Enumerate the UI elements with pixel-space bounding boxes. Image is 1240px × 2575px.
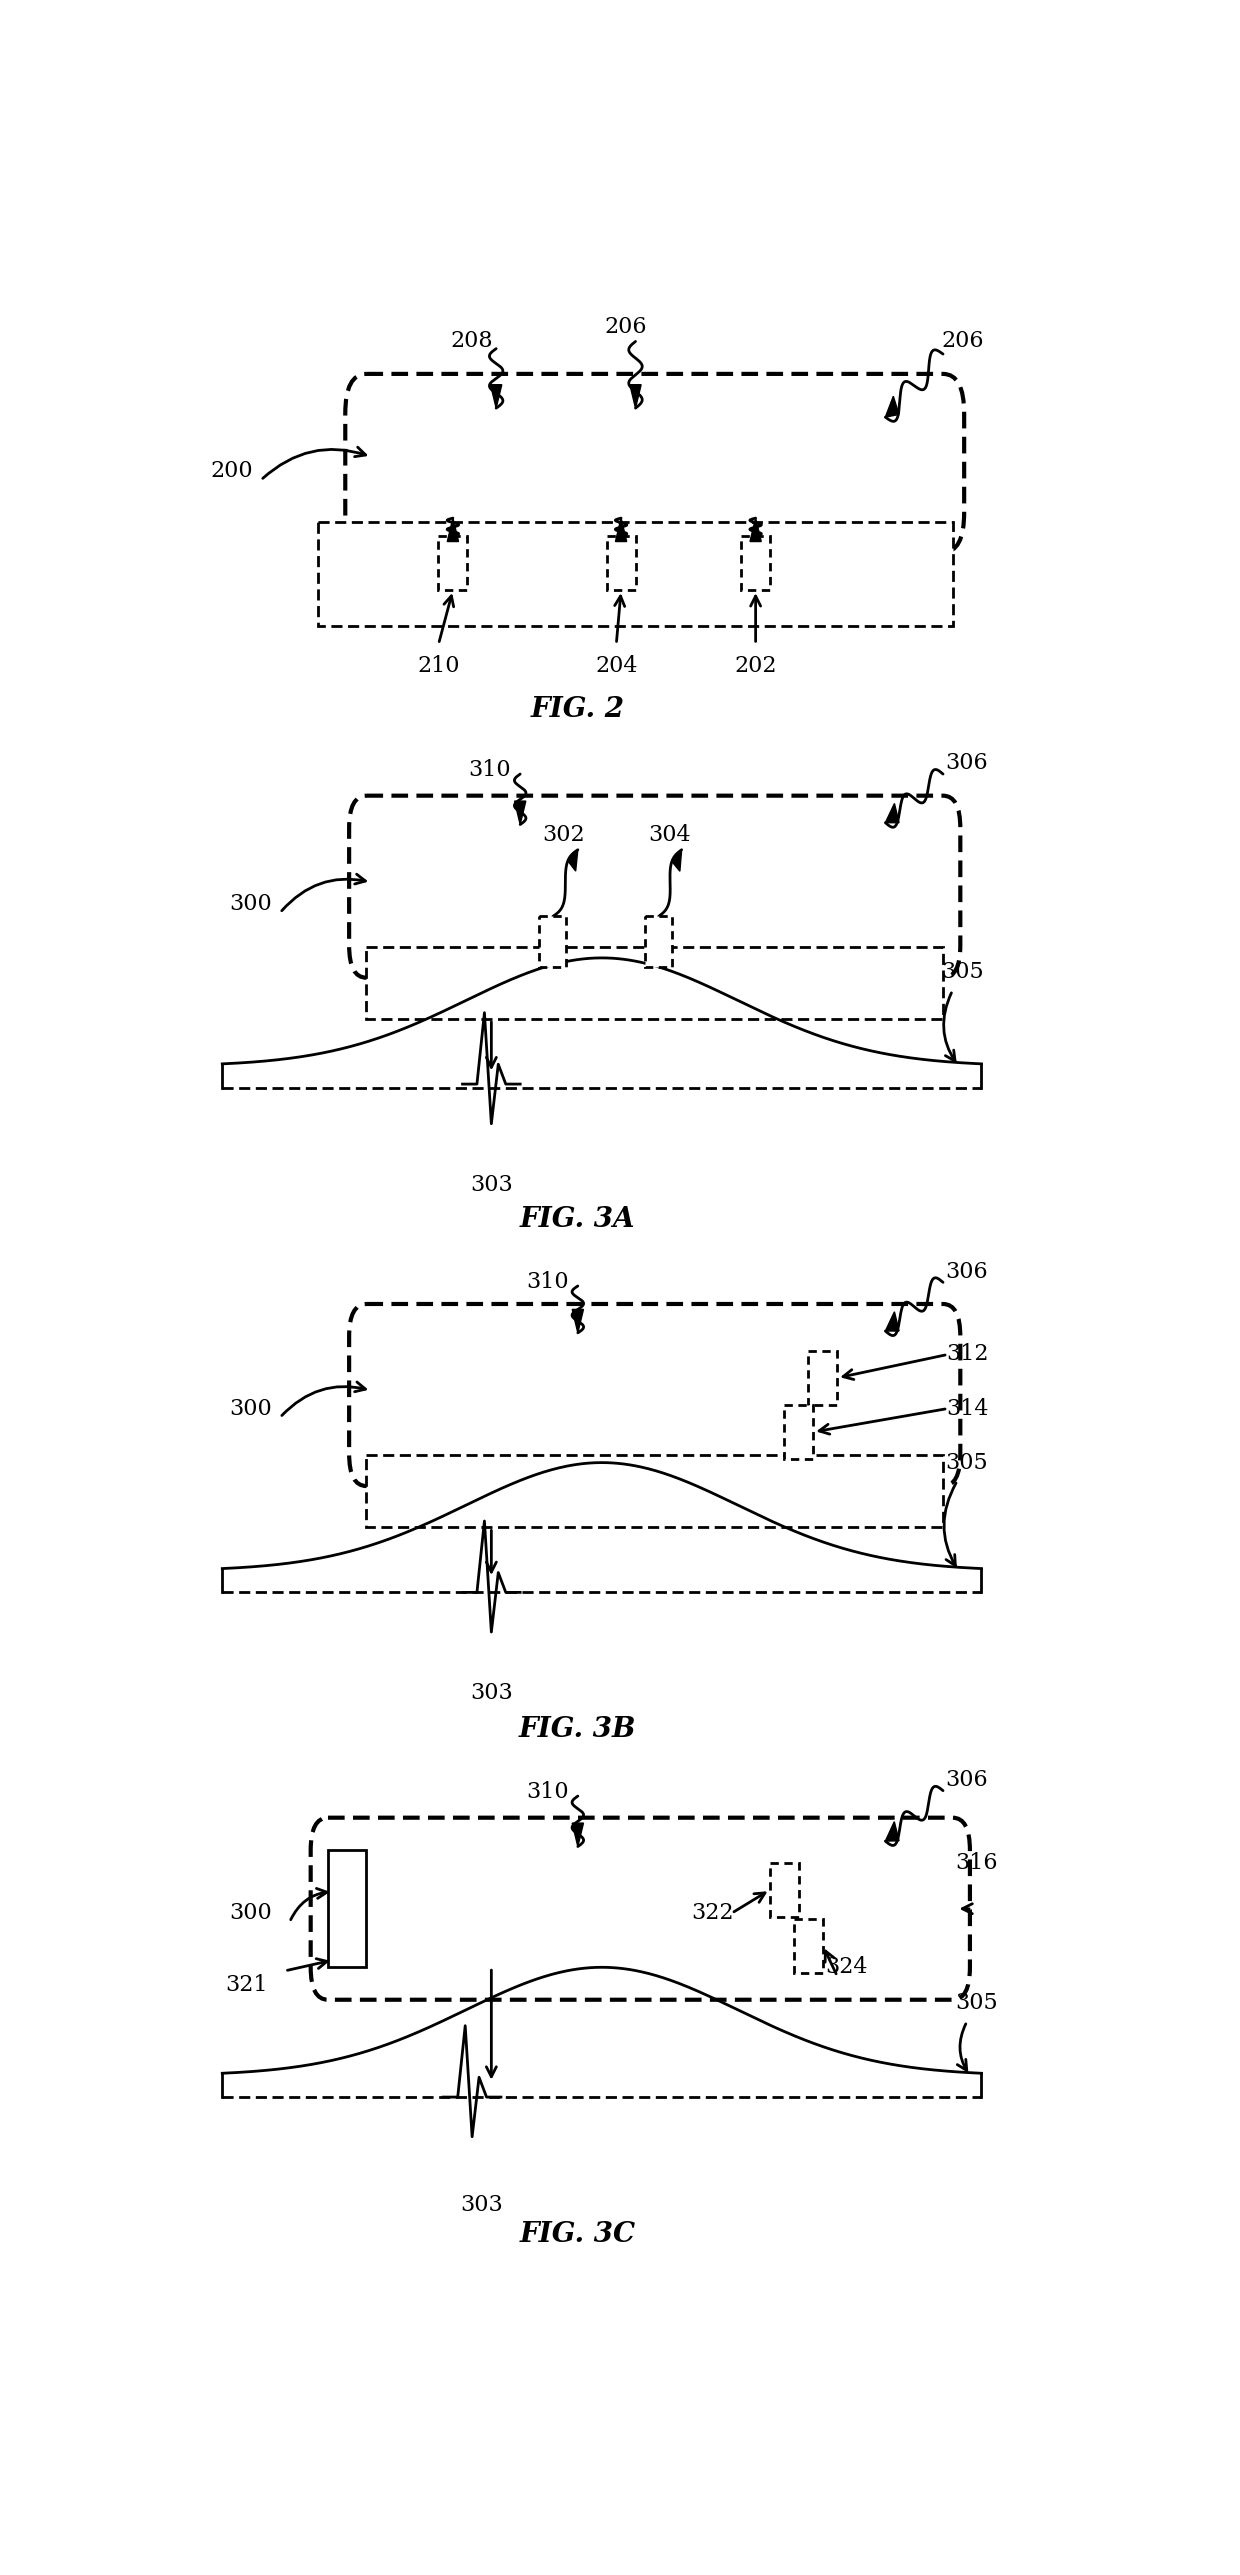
Polygon shape	[630, 384, 641, 407]
Text: 300: 300	[229, 1903, 273, 1924]
Text: 303: 303	[460, 2194, 503, 2217]
Text: 305: 305	[955, 1993, 998, 2014]
Text: 316: 316	[955, 1851, 998, 1875]
Polygon shape	[515, 801, 526, 824]
Polygon shape	[885, 803, 899, 824]
Bar	[439, 536, 467, 590]
Text: FIG. 3C: FIG. 3C	[520, 2220, 636, 2248]
Text: 206: 206	[941, 330, 983, 353]
Text: 200: 200	[211, 461, 253, 482]
Polygon shape	[572, 1823, 584, 1846]
Text: 300: 300	[229, 1398, 273, 1419]
Polygon shape	[491, 384, 502, 407]
Text: 322: 322	[691, 1903, 734, 1924]
Bar	[770, 1862, 799, 1916]
Text: 208: 208	[451, 330, 494, 353]
Text: 202: 202	[734, 654, 777, 677]
Text: 310: 310	[526, 1782, 568, 1802]
Text: 302: 302	[542, 824, 585, 847]
Text: 303: 303	[470, 1174, 512, 1195]
Bar	[327, 1849, 367, 1967]
Text: 206: 206	[605, 317, 647, 337]
Bar	[808, 1352, 837, 1406]
Polygon shape	[448, 518, 459, 541]
Bar	[539, 917, 567, 968]
Polygon shape	[568, 850, 578, 870]
Text: FIG. 3B: FIG. 3B	[520, 1715, 636, 1743]
Text: 303: 303	[470, 1681, 512, 1705]
Text: 314: 314	[946, 1398, 988, 1419]
FancyBboxPatch shape	[345, 373, 965, 554]
Text: 306: 306	[946, 1769, 988, 1790]
Bar	[319, 523, 952, 626]
Text: FIG. 3A: FIG. 3A	[520, 1205, 636, 1233]
Text: FIG. 2: FIG. 2	[531, 695, 625, 724]
Text: 305: 305	[946, 1452, 988, 1473]
Polygon shape	[672, 850, 682, 870]
Bar	[645, 917, 672, 968]
Text: 321: 321	[224, 1975, 268, 1996]
Text: 306: 306	[946, 752, 988, 775]
FancyBboxPatch shape	[350, 796, 960, 978]
Text: 210: 210	[417, 654, 460, 677]
Polygon shape	[572, 1308, 584, 1334]
Bar	[794, 1918, 823, 1972]
Text: 312: 312	[946, 1344, 988, 1365]
Text: 305: 305	[941, 960, 983, 984]
Text: 310: 310	[526, 1272, 568, 1293]
Bar	[742, 536, 770, 590]
Polygon shape	[885, 1821, 899, 1841]
Text: 310: 310	[469, 760, 511, 780]
Bar	[367, 1455, 942, 1527]
Bar	[606, 536, 635, 590]
Polygon shape	[885, 397, 899, 417]
Text: 204: 204	[595, 654, 637, 677]
Text: 324: 324	[826, 1957, 868, 1978]
Polygon shape	[615, 518, 626, 541]
Bar	[367, 948, 942, 1020]
Polygon shape	[885, 1311, 899, 1331]
FancyBboxPatch shape	[311, 1818, 970, 2001]
Polygon shape	[750, 518, 761, 541]
FancyBboxPatch shape	[350, 1303, 960, 1486]
Bar	[785, 1406, 813, 1460]
Text: 300: 300	[229, 894, 273, 914]
Text: 306: 306	[946, 1262, 988, 1282]
Text: 304: 304	[647, 824, 691, 847]
